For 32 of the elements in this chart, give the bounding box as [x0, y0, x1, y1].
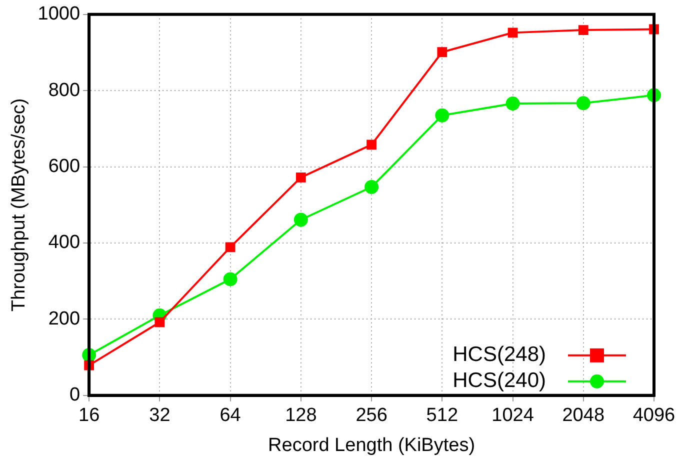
- y-axis-title: Throughput (MBytes/sec): [8, 98, 30, 312]
- x-tick-label: 512: [426, 405, 458, 426]
- point: [578, 25, 588, 35]
- point: [296, 172, 306, 182]
- point: [223, 272, 238, 286]
- x-tick-label: 2048: [562, 405, 605, 426]
- x-tick-label: 256: [356, 405, 388, 426]
- point: [294, 212, 308, 227]
- legend-label: HCS(248): [452, 343, 546, 366]
- y-tick-label: 1000: [38, 4, 80, 25]
- x-axis-title: Record Length (KiBytes): [268, 434, 476, 456]
- point: [506, 96, 520, 111]
- x-tick-label: 4096: [632, 405, 676, 426]
- point: [366, 140, 376, 150]
- point: [508, 28, 518, 38]
- y-tick-label: 600: [48, 156, 80, 178]
- x-tick-label: 1024: [492, 405, 534, 426]
- x-tick-label: 128: [285, 405, 317, 426]
- point: [437, 47, 448, 58]
- y-tick-label: 200: [48, 308, 80, 330]
- y-tick-label: 800: [48, 80, 80, 101]
- point: [364, 180, 379, 194]
- point: [225, 242, 236, 252]
- y-tick-label: 400: [48, 232, 80, 254]
- x-tick-label: 16: [78, 405, 100, 426]
- point: [435, 108, 450, 122]
- y-tick-label: 0: [69, 384, 80, 406]
- x-tick-label: 64: [220, 405, 242, 426]
- x-tick-label: 32: [149, 405, 170, 426]
- point: [576, 96, 590, 110]
- point: [154, 317, 165, 328]
- legend-label: HCS(240): [452, 369, 546, 392]
